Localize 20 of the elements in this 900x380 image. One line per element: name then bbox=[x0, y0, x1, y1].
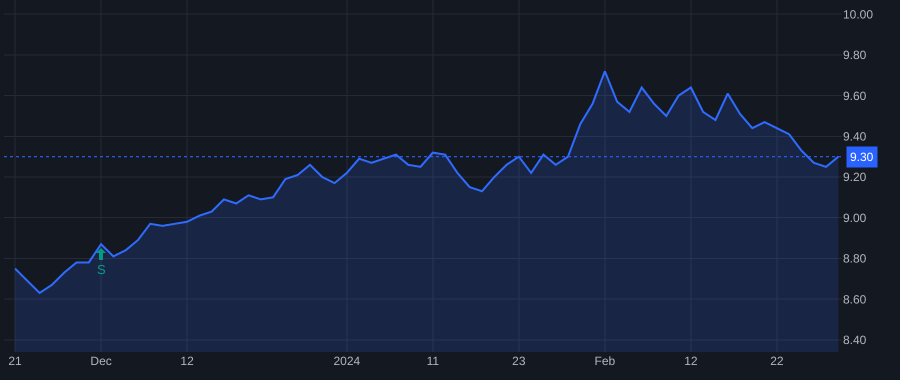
y-tick-label: 9.60 bbox=[843, 88, 867, 103]
x-tick-label: 11 bbox=[426, 354, 440, 368]
ref-line-label: 9.30 bbox=[850, 150, 874, 164]
y-tick-label: 9.80 bbox=[843, 48, 867, 62]
x-tick-label: Dec bbox=[90, 354, 112, 368]
y-tick-label: 10.00 bbox=[843, 7, 874, 22]
x-tick-label: 22 bbox=[770, 354, 784, 368]
y-tick-label: 9.00 bbox=[843, 210, 867, 225]
x-tick-label: 23 bbox=[512, 354, 526, 368]
annotation: S bbox=[97, 262, 106, 277]
x-tick-label: 12 bbox=[180, 354, 194, 368]
x-tick-label: 21 bbox=[8, 354, 22, 368]
y-tick-label: 8.60 bbox=[843, 292, 867, 306]
x-tick-label: 12 bbox=[684, 354, 698, 368]
y-tick-label: 8.40 bbox=[843, 332, 867, 347]
y-tick-label: 9.20 bbox=[843, 170, 867, 184]
y-tick-label: 8.80 bbox=[843, 252, 867, 266]
x-tick-label: 2024 bbox=[333, 354, 360, 368]
x-tick-label: Feb bbox=[594, 354, 616, 368]
y-tick-label: 9.40 bbox=[843, 130, 867, 144]
